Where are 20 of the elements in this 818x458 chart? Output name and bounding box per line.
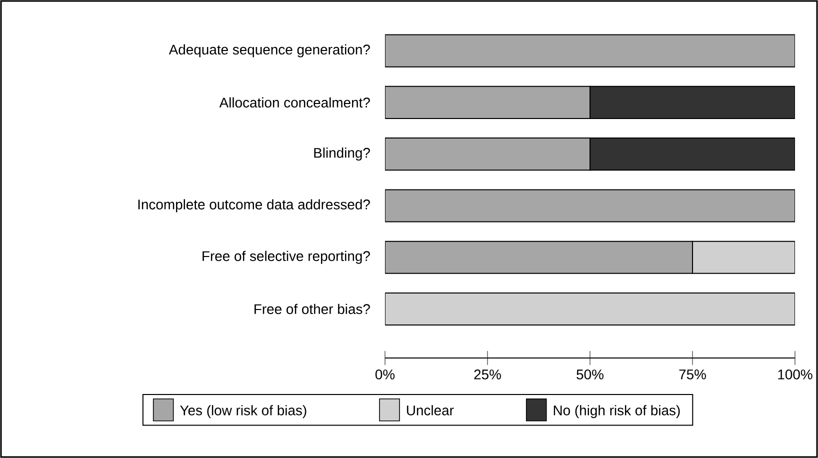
legend-label: No (high risk of bias) — [554, 405, 680, 418]
x-tick-label: 25% — [474, 370, 501, 380]
x-tick-label: 50% — [576, 370, 604, 380]
y-tick-label: Blinding? — [314, 148, 370, 161]
y-tick-label: Adequate sequence generation? — [168, 44, 370, 58]
legend-label: Unclear — [406, 405, 454, 416]
bar — [385, 189, 796, 222]
bar — [385, 34, 796, 68]
y-tick-label: Incomplete outcome data addressed? — [138, 199, 370, 212]
y-tick-label: Free of other bias? — [254, 304, 370, 314]
bar — [385, 292, 796, 326]
bar — [590, 138, 796, 171]
y-tick-label: Free of selective reporting? — [202, 250, 370, 264]
x-tick-label: 0% — [375, 370, 395, 380]
bar — [590, 86, 796, 119]
bar — [692, 240, 796, 274]
legend-label: Yes (low risk of bias) — [180, 405, 306, 418]
x-tick-label: 75% — [679, 370, 706, 380]
y-tick-label: Allocation concealment? — [219, 97, 370, 108]
x-tick-label: 100% — [778, 370, 812, 380]
